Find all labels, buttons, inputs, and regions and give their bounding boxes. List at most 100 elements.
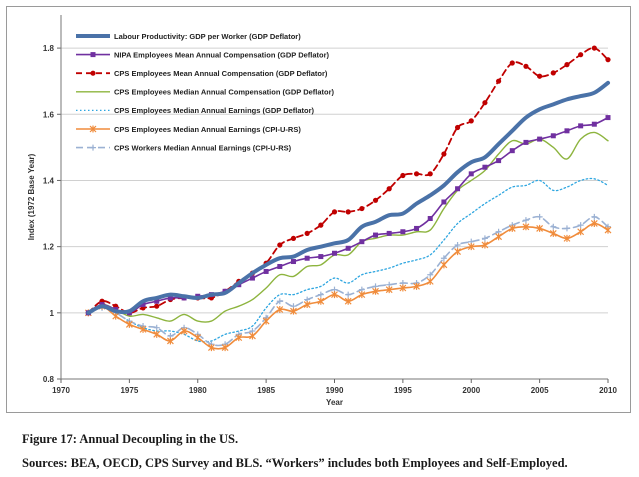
data-point <box>154 298 160 304</box>
data-point <box>454 248 461 256</box>
data-point <box>345 245 351 251</box>
y-axis-label: Index (1972 Base Year) <box>27 153 36 240</box>
data-point <box>509 60 515 66</box>
data-point <box>139 325 147 333</box>
data-point <box>194 334 202 342</box>
data-point <box>481 241 489 249</box>
data-point <box>400 172 406 179</box>
data-point <box>536 213 543 220</box>
series-line <box>87 177 609 343</box>
data-point <box>372 287 379 295</box>
data-point <box>441 199 447 205</box>
data-point <box>400 229 406 235</box>
data-point <box>605 115 611 121</box>
data-point <box>537 136 543 142</box>
data-point <box>303 301 311 309</box>
data-point <box>153 324 160 331</box>
data-point <box>413 282 420 290</box>
data-point <box>373 232 379 238</box>
data-point <box>578 52 584 58</box>
data-point <box>276 306 284 314</box>
data-point <box>427 271 434 278</box>
data-point <box>154 303 160 309</box>
data-point <box>414 225 420 231</box>
legend-marker <box>90 144 96 151</box>
data-point <box>153 330 161 338</box>
data-point <box>277 263 283 269</box>
data-point <box>386 230 392 236</box>
data-point <box>345 209 351 215</box>
data-point <box>509 148 515 154</box>
data-point <box>221 344 229 352</box>
data-point <box>386 186 392 192</box>
data-point <box>549 229 557 237</box>
data-point <box>577 228 585 236</box>
data-point <box>550 70 556 76</box>
data-point <box>482 100 488 106</box>
x-tick-label: 1995 <box>394 386 412 395</box>
x-tick-label: 2010 <box>599 386 617 395</box>
data-point <box>482 164 488 170</box>
legend-label: CPS Employees Median Annual Earnings (CP… <box>114 125 301 134</box>
data-point <box>358 291 366 299</box>
data-point <box>331 209 338 215</box>
data-point <box>263 268 269 274</box>
figure-caption: Figure 17: Annual Decoupling in the US. <box>22 432 239 446</box>
legend-label: CPS Employees Median Annual Earnings (GD… <box>114 106 315 115</box>
x-tick-label: 1990 <box>326 386 344 395</box>
data-point <box>591 121 597 127</box>
series-6 <box>84 219 612 352</box>
x-tick-label: 1970 <box>52 386 70 395</box>
x-tick-label: 2005 <box>531 386 549 395</box>
series-7 <box>85 213 611 348</box>
data-point <box>467 243 475 251</box>
data-point <box>591 45 597 51</box>
data-point <box>290 307 297 315</box>
data-point <box>332 250 337 256</box>
data-point <box>317 297 325 305</box>
x-axis-label: Year <box>326 398 343 407</box>
legend-label: Labour Productivity: GDP per Worker (GDP… <box>114 32 301 41</box>
legend-marker <box>89 125 97 133</box>
x-tick-label: 1975 <box>120 386 138 395</box>
y-tick-label: 0.8 <box>43 375 55 384</box>
data-point <box>290 235 297 241</box>
legend-label: CPS Workers Median Annual Earnings (CPI-… <box>114 143 292 152</box>
data-point <box>399 284 407 292</box>
data-point <box>537 73 543 79</box>
data-point <box>563 234 571 242</box>
data-point <box>318 222 324 228</box>
data-point <box>550 223 557 230</box>
data-point <box>468 171 474 177</box>
data-point <box>481 235 488 242</box>
data-point <box>455 186 461 192</box>
data-point <box>140 302 146 308</box>
data-point <box>468 118 474 124</box>
y-tick-label: 1.8 <box>43 44 55 53</box>
data-point <box>550 133 556 139</box>
chart-frame <box>6 6 631 413</box>
data-point <box>590 219 598 227</box>
data-point <box>426 277 434 285</box>
legend-label: CPS Employees Median Annual Compensation… <box>114 88 335 97</box>
data-point <box>441 151 447 157</box>
legend-item: CPS Employees Median Annual Earnings (CP… <box>76 125 301 134</box>
legend-item: CPS Employees Median Annual Compensation… <box>76 88 335 97</box>
data-point <box>496 78 502 84</box>
x-tick-label: 1980 <box>189 386 207 395</box>
chart-container: 0.8 1 1.2 1.4 1.6 1.8 1970 1975 1980 1985 1990 1995… <box>6 6 631 413</box>
data-point <box>427 171 433 177</box>
series-5 <box>87 177 609 343</box>
y-tick-label: 1.2 <box>43 243 55 252</box>
data-point <box>249 275 255 281</box>
legend-marker <box>90 70 96 76</box>
data-point <box>591 213 598 220</box>
series-line <box>86 80 610 315</box>
data-point <box>413 171 420 177</box>
data-point <box>208 344 215 352</box>
data-point <box>167 295 173 301</box>
data-point <box>385 286 393 294</box>
data-point <box>304 230 310 236</box>
y-tick-label: 1.4 <box>43 176 55 185</box>
data-point <box>249 332 256 340</box>
